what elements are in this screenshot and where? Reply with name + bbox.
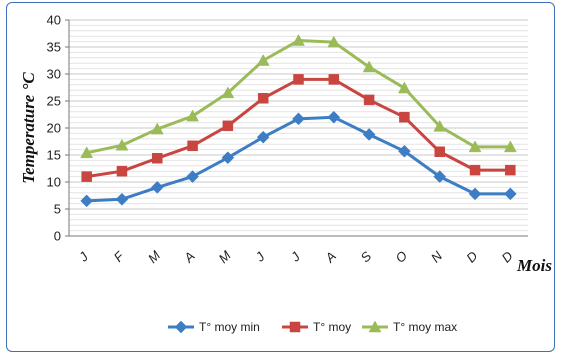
data-point: [289, 321, 301, 333]
legend: T° moy min T° moy T° moy max: [168, 320, 457, 334]
data-point: [468, 140, 482, 153]
x-tick-label: J: [75, 249, 91, 265]
legend-label: T° moy max: [393, 320, 457, 334]
series: [80, 33, 517, 159]
y-tick-label: 25: [47, 94, 61, 109]
legend-item: T° moy: [282, 320, 351, 334]
data-point: [80, 146, 94, 159]
data-point: [186, 170, 199, 183]
y-tick-label: 0: [54, 229, 61, 244]
y-tick-label: 35: [47, 40, 61, 55]
data-point: [293, 74, 304, 85]
data-point: [150, 181, 164, 194]
data-point: [434, 146, 445, 158]
y-tick-label: 30: [47, 67, 61, 82]
data-point: [256, 53, 270, 66]
data-point: [363, 94, 375, 106]
series-lines: [80, 33, 517, 208]
data-point: [116, 165, 128, 177]
y-tick-labels: 0 5 10 15 20 25 30 35 40: [47, 13, 69, 244]
x-tick-label: S: [358, 248, 375, 265]
data-point: [398, 81, 411, 94]
gridlines: [69, 19, 528, 237]
x-tick-label: M: [216, 248, 234, 266]
y-tick-label: 5: [54, 202, 61, 217]
data-point: [503, 140, 517, 153]
y-tick-label: 40: [47, 13, 61, 28]
legend-label: T° moy min: [199, 320, 260, 334]
data-point: [257, 93, 269, 104]
x-tick-label: D: [463, 248, 480, 265]
data-point: [327, 110, 341, 124]
y-tick-label: 20: [47, 121, 61, 136]
data-point: [80, 194, 94, 208]
data-point: [503, 187, 517, 201]
x-tick-label: N: [428, 248, 446, 266]
x-tick-label: F: [111, 248, 128, 265]
data-point: [292, 33, 305, 46]
data-point: [433, 119, 447, 132]
data-point: [468, 187, 482, 201]
y-axis-title: Temperature °C: [19, 72, 38, 184]
data-point: [115, 192, 129, 206]
data-point: [81, 171, 92, 182]
x-tick-label: A: [180, 248, 197, 265]
data-point: [150, 122, 164, 135]
x-tick-label: M: [145, 248, 163, 266]
data-point: [362, 128, 376, 141]
data-point: [398, 144, 411, 158]
data-point: [221, 86, 235, 99]
y-tick-label: 10: [47, 175, 61, 190]
data-point: [221, 151, 235, 165]
data-point: [186, 109, 199, 122]
data-point: [187, 140, 198, 152]
data-point: [469, 164, 481, 176]
data-point: [399, 111, 410, 123]
y-tick-label: 15: [47, 148, 61, 163]
data-point: [222, 120, 234, 132]
data-point: [505, 164, 516, 176]
data-point: [328, 74, 340, 85]
data-point: [174, 320, 188, 334]
data-point: [115, 138, 129, 151]
legend-item: T° moy min: [168, 320, 260, 334]
x-tick-label: A: [322, 248, 339, 265]
x-tick-label: J: [287, 249, 303, 265]
data-point: [256, 130, 270, 144]
x-tick-label: J: [252, 249, 268, 265]
data-point: [152, 152, 163, 164]
legend-label: T° moy: [313, 320, 351, 334]
x-tick-label: O: [392, 248, 410, 266]
data-point: [327, 35, 341, 48]
legend-item: T° moy max: [362, 320, 457, 334]
data-point: [433, 170, 447, 183]
x-axis-title: Mois: [516, 256, 552, 275]
data-point: [368, 320, 382, 333]
series: [80, 110, 517, 208]
data-point: [362, 60, 376, 73]
data-point: [292, 112, 305, 126]
series: [81, 74, 516, 182]
x-tick-label: D: [499, 248, 516, 265]
